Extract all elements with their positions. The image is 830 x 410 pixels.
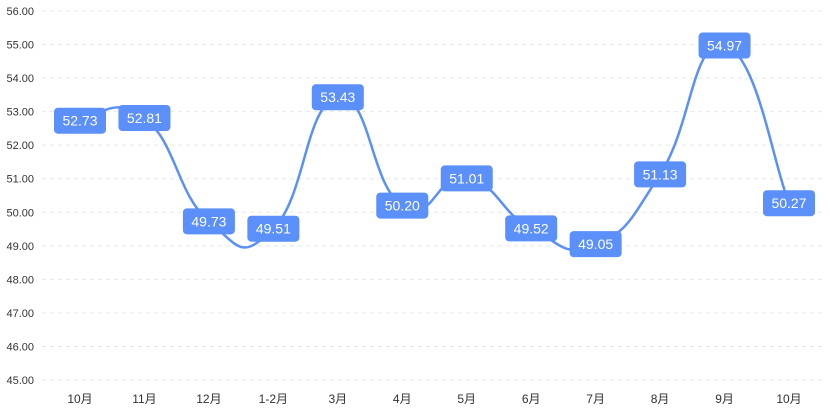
y-tick-label: 51.00: [6, 174, 34, 186]
data-label-box: [569, 231, 622, 258]
x-tick-label: 8月: [651, 392, 670, 406]
data-label-box: [376, 192, 429, 219]
x-tick-label: 3月: [328, 392, 347, 406]
data-label-text: 50.20: [385, 198, 420, 214]
data-labels: 52.73 52.81 49.73 49.51 53.43 50.20 51.01 49.52…: [54, 32, 815, 258]
data-label: 50.20: [376, 192, 429, 219]
x-tick-label: 9月: [715, 392, 734, 406]
data-label-text: 52.81: [127, 110, 162, 126]
x-tick-label: 1-2月: [259, 392, 288, 406]
x-axis-ticks: 10月 11月 12月 1-2月 3月 4月 5月 6月 7月 8月 9月 10月: [67, 392, 801, 406]
data-label: 49.52: [505, 215, 558, 242]
data-label-box: [118, 105, 171, 132]
data-label: 52.73: [54, 107, 106, 134]
data-label-box: [505, 215, 558, 242]
x-tick-label: 7月: [586, 392, 605, 406]
data-label: 51.13: [634, 161, 687, 188]
data-label: 49.05: [569, 231, 622, 258]
data-label-box: [440, 165, 493, 192]
data-label: 49.73: [182, 208, 235, 235]
data-label: 53.43: [311, 84, 364, 111]
x-tick-label: 12月: [196, 392, 221, 406]
y-tick-label: 49.00: [6, 241, 34, 253]
data-label-text: 49.05: [578, 236, 613, 252]
data-label-box: [54, 107, 106, 134]
data-label: 51.01: [440, 165, 493, 192]
y-tick-label: 54.00: [6, 73, 34, 85]
data-label-text: 51.13: [643, 166, 678, 182]
data-label-text: 49.52: [514, 220, 549, 236]
data-label: 54.97: [698, 32, 751, 59]
data-label-text: 52.73: [62, 113, 97, 129]
x-tick-label: 11月: [132, 392, 156, 406]
data-label-text: 49.51: [256, 221, 291, 237]
y-tick-label: 55.00: [6, 40, 34, 52]
data-label-box: [247, 215, 300, 242]
y-tick-label: 56.00: [6, 6, 34, 18]
x-tick-label: 4月: [393, 392, 412, 406]
y-tick-label: 46.00: [6, 341, 34, 353]
data-label-box: [311, 84, 364, 111]
y-tick-label: 47.00: [6, 308, 34, 320]
y-tick-label: 50.00: [6, 207, 34, 219]
data-label: 49.51: [247, 215, 300, 242]
data-label-text: 49.73: [191, 213, 226, 229]
y-tick-label: 52.00: [6, 140, 34, 152]
y-tick-label: 48.00: [6, 274, 34, 286]
grid-lines: [42, 10, 822, 381]
x-tick-label: 10月: [67, 392, 92, 406]
data-label-box: [698, 32, 751, 59]
data-label-text: 53.43: [320, 89, 355, 105]
x-tick-label: 5月: [457, 392, 476, 406]
data-label-box: [763, 190, 815, 217]
y-tick-label: 53.00: [6, 107, 34, 119]
data-label-text: 54.97: [707, 38, 742, 54]
y-axis-ticks: 45.00 46.00 47.00 48.00 49.00 50.00 51.00 52.00…: [6, 6, 34, 387]
data-label-text: 50.27: [771, 195, 806, 211]
data-label-text: 51.01: [449, 170, 484, 186]
data-label-box: [634, 161, 687, 188]
data-label-box: [182, 208, 235, 235]
data-label: 50.27: [763, 190, 815, 217]
data-label: 52.81: [118, 105, 171, 132]
y-tick-label: 45.00: [6, 375, 34, 387]
x-tick-label: 10月: [776, 392, 801, 406]
x-tick-label: 6月: [522, 392, 541, 406]
